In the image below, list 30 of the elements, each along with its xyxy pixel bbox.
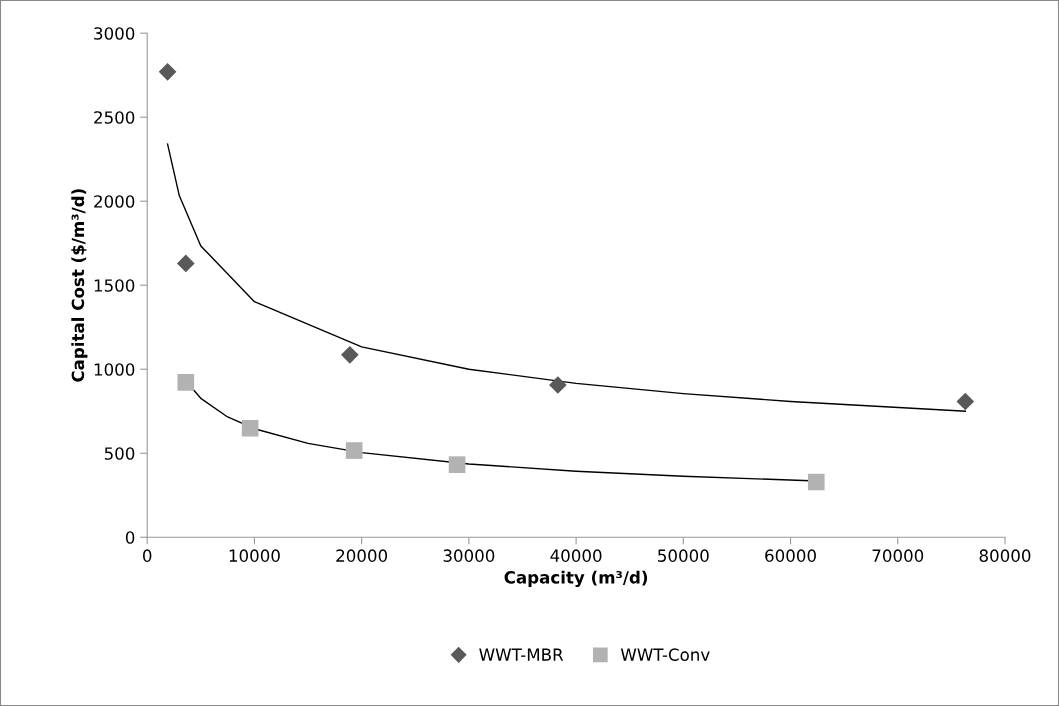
y-tick-label: 3000 bbox=[94, 27, 135, 40]
point bbox=[177, 374, 195, 391]
x-tick-label: 40000 bbox=[550, 549, 602, 562]
legend-label: WWT-Conv bbox=[620, 648, 710, 661]
x-tick-label: 0 bbox=[143, 549, 152, 562]
point bbox=[448, 456, 466, 474]
y-tick-label: 500 bbox=[104, 447, 135, 460]
point bbox=[158, 62, 177, 81]
y-tick-label: 1500 bbox=[94, 279, 135, 292]
y-tick-label: 0 bbox=[125, 531, 135, 544]
y-tick-label: 2500 bbox=[94, 111, 135, 124]
point bbox=[241, 419, 259, 437]
x-tick-label: 30000 bbox=[443, 549, 495, 562]
x-tick-label: 60000 bbox=[765, 549, 816, 562]
point bbox=[956, 392, 975, 411]
point bbox=[341, 345, 359, 364]
x-tick-label: 10000 bbox=[229, 549, 280, 562]
x-tick-label: 20000 bbox=[336, 549, 388, 562]
x-tick-label: 50000 bbox=[658, 549, 709, 562]
point bbox=[549, 376, 567, 394]
y-axis-title: Capital Cost ($/m³/d) bbox=[71, 189, 88, 382]
point bbox=[345, 442, 363, 459]
x-axis-title: Capacity (m³/d) bbox=[504, 570, 648, 588]
legend-label: WWT-MBR bbox=[479, 648, 564, 661]
x-tick-label: 70000 bbox=[872, 549, 924, 562]
point bbox=[807, 473, 825, 491]
y-tick-label: 2000 bbox=[94, 195, 135, 208]
x-tick-label: 80000 bbox=[979, 549, 1031, 562]
y-tick-label: 1000 bbox=[94, 363, 135, 376]
point bbox=[176, 254, 195, 273]
